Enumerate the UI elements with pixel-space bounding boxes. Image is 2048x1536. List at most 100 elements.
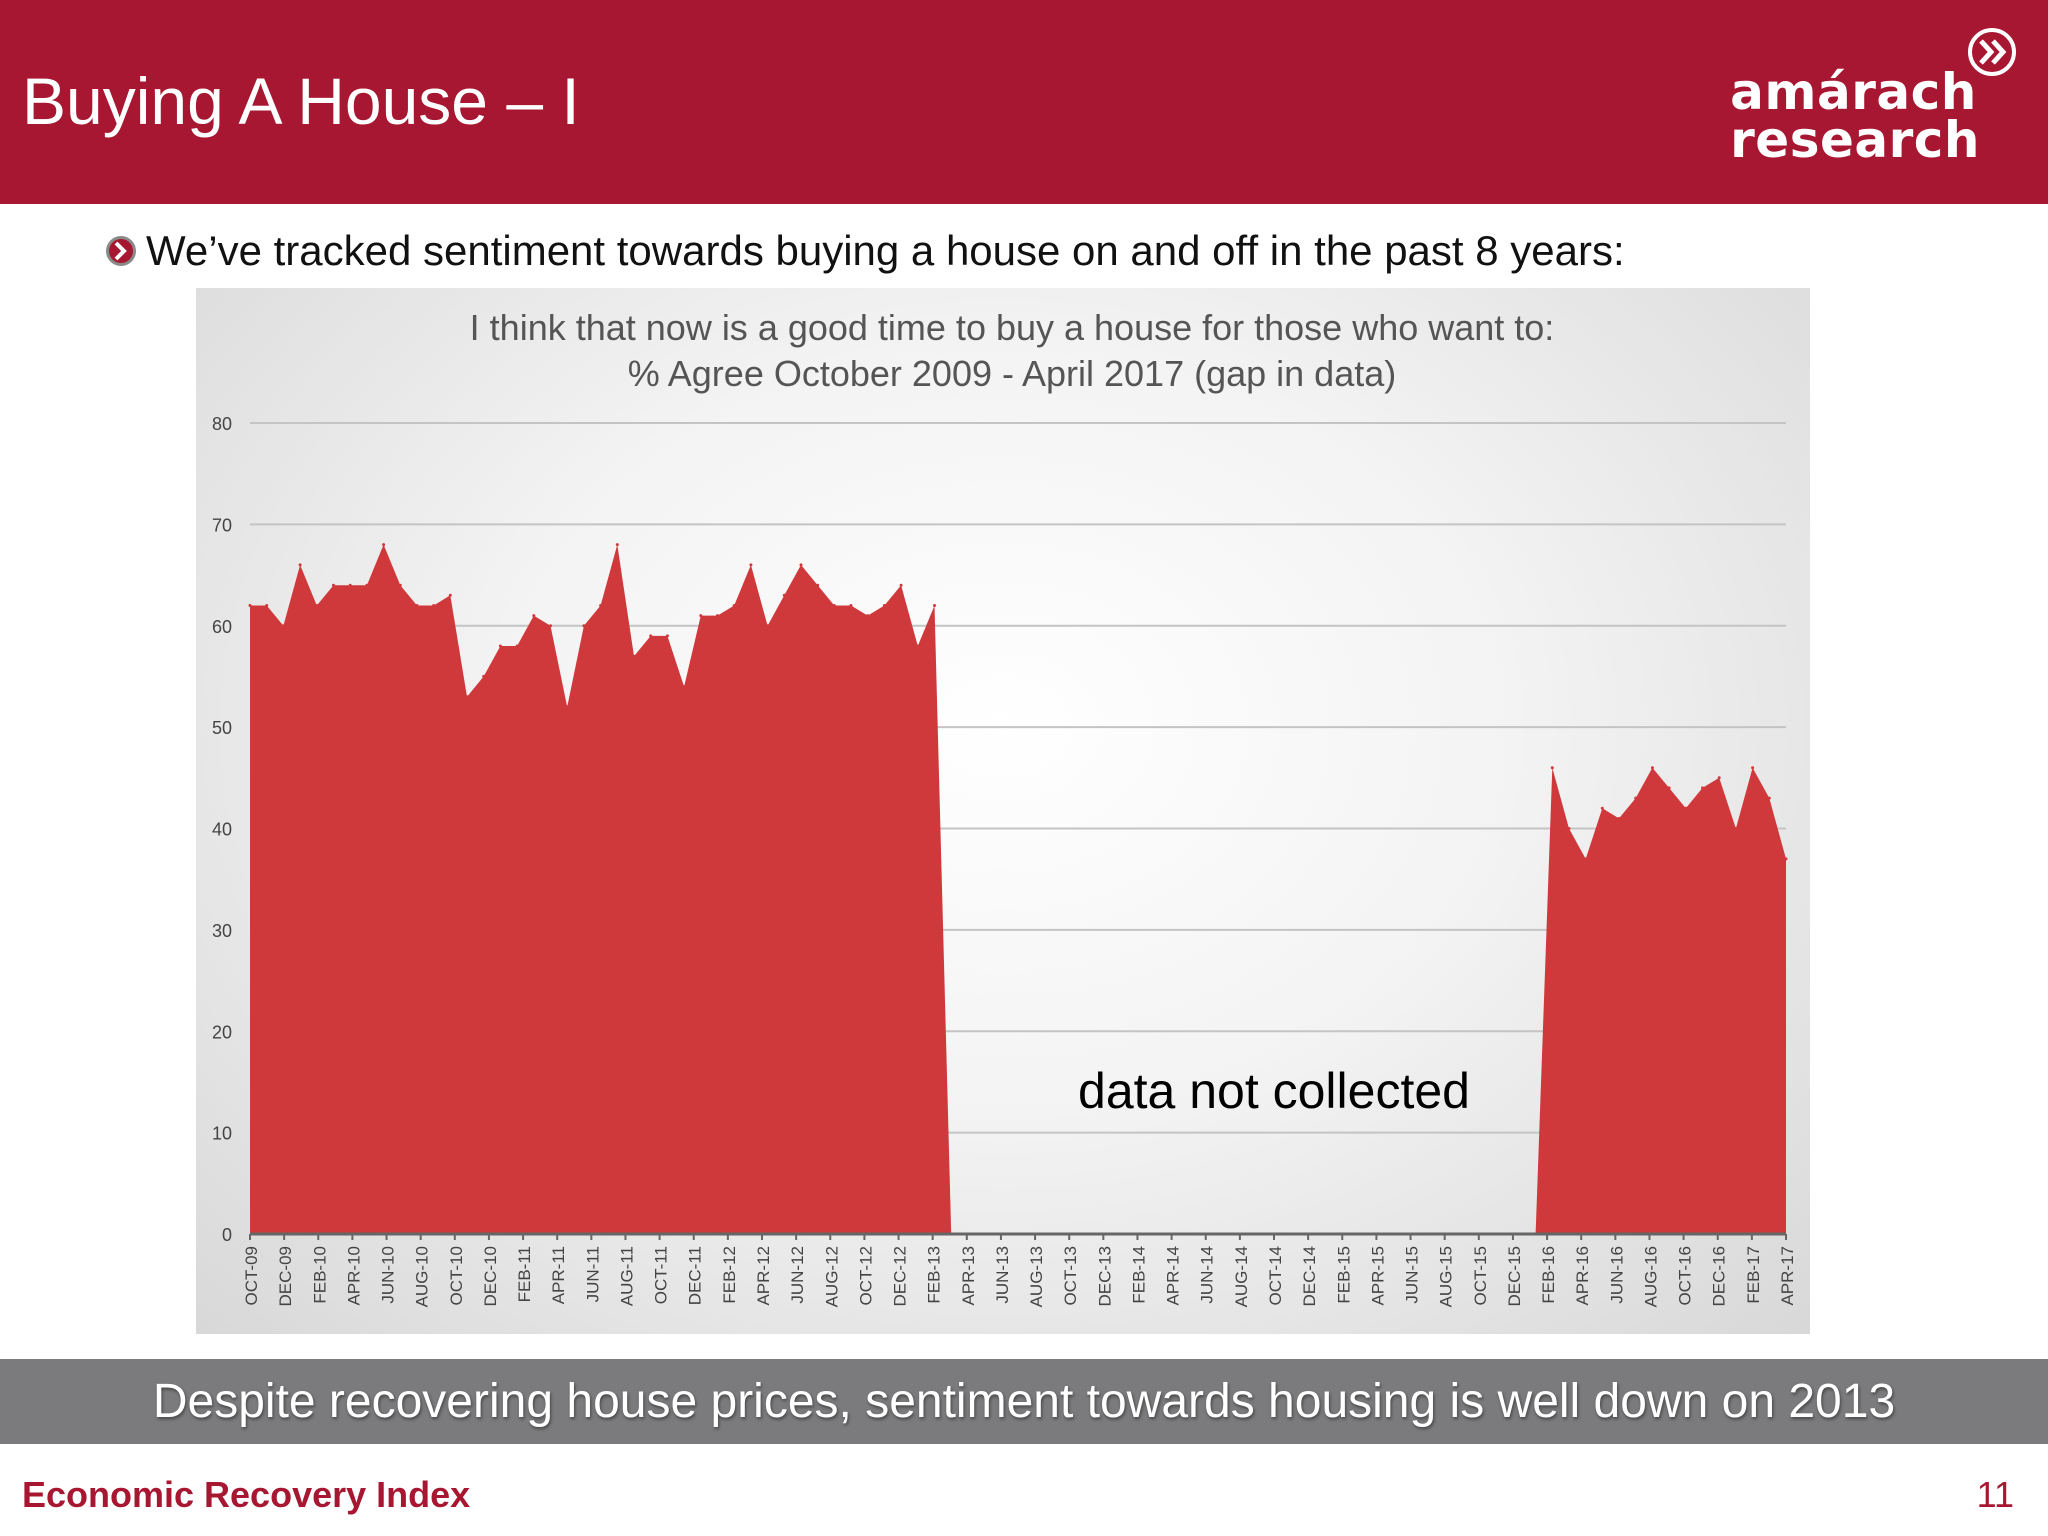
x-tick-label: AUG-11 bbox=[617, 1246, 636, 1306]
footer-title: Economic Recovery Index bbox=[22, 1474, 471, 1515]
data-point bbox=[1701, 786, 1704, 790]
data-point bbox=[248, 604, 252, 607]
data-point bbox=[1767, 796, 1771, 800]
intro-text: We’ve tracked sentiment towards buying a… bbox=[146, 227, 1625, 274]
x-tick-label: FEB-11 bbox=[515, 1246, 534, 1302]
data-point bbox=[933, 604, 936, 607]
data-point bbox=[799, 563, 803, 567]
data-point bbox=[665, 634, 669, 638]
data-point bbox=[398, 583, 402, 587]
data-point bbox=[866, 614, 870, 618]
x-tick-label: OCT-13 bbox=[1061, 1246, 1080, 1306]
conclusion-text: Despite recovering house prices, sentime… bbox=[152, 1375, 1896, 1428]
data-point bbox=[1784, 857, 1788, 861]
page-number: 11 bbox=[1976, 1474, 2014, 1515]
area-chart: 0 10 20 30 40 50 60 70 80 OCT-09 DEC-09 FEB-10 APR-1… bbox=[212, 307, 1797, 1307]
data-point bbox=[1634, 796, 1638, 800]
data-point bbox=[849, 604, 853, 607]
data-point bbox=[632, 654, 636, 658]
x-tick-label: DEC-13 bbox=[1095, 1246, 1114, 1306]
x-tick-label: JUN-13 bbox=[993, 1246, 1012, 1304]
header-bar: Buying A House – I amárach research bbox=[0, 0, 2048, 204]
data-point bbox=[1567, 827, 1571, 830]
data-point bbox=[716, 614, 719, 618]
y-tick-label: 10 bbox=[212, 1124, 232, 1144]
x-tick-label: DEC-11 bbox=[686, 1246, 705, 1305]
x-tick-label: JUN-10 bbox=[379, 1246, 398, 1304]
y-tick-label: 30 bbox=[212, 921, 232, 941]
data-point bbox=[882, 604, 886, 607]
data-point bbox=[582, 624, 586, 628]
x-tick-label: FEB-12 bbox=[720, 1246, 739, 1304]
data-point bbox=[615, 543, 619, 547]
data-point bbox=[1684, 806, 1688, 810]
data-point bbox=[1734, 827, 1738, 830]
data-point bbox=[348, 583, 352, 587]
x-tick-label: OCT-15 bbox=[1471, 1246, 1490, 1306]
x-tick-label: DEC-10 bbox=[481, 1246, 500, 1306]
x-tick-label: JUN-16 bbox=[1607, 1246, 1626, 1304]
data-point bbox=[749, 563, 753, 567]
x-tick-label: AUG-14 bbox=[1232, 1246, 1251, 1307]
chart-panel: 0 10 20 30 40 50 60 70 80 OCT-09 DEC-09 FEB-10 APR-1… bbox=[196, 288, 1810, 1334]
conclusion-banner: Despite recovering house prices, sentime… bbox=[0, 1359, 2048, 1444]
x-tick-label: FEB-16 bbox=[1539, 1246, 1558, 1304]
x-tick-label: AUG-10 bbox=[413, 1246, 432, 1307]
chevron-bullet-icon bbox=[106, 236, 136, 266]
x-tick-label: OCT-12 bbox=[856, 1246, 875, 1306]
data-point bbox=[532, 614, 536, 618]
data-point bbox=[732, 604, 736, 607]
data-point bbox=[649, 634, 653, 638]
slide-title: Buying A House – I bbox=[22, 64, 580, 138]
x-tick-label: FEB-15 bbox=[1334, 1246, 1353, 1304]
chart-title-line-1: I think that now is a good time to buy a… bbox=[470, 307, 1555, 348]
double-chevron-circle-icon bbox=[1968, 28, 2016, 76]
data-point bbox=[565, 705, 569, 709]
x-tick-label: DEC-09 bbox=[276, 1246, 295, 1306]
x-tick-label: FEB-14 bbox=[1129, 1246, 1148, 1304]
data-point bbox=[382, 543, 386, 547]
x-tick-label: APR-17 bbox=[1778, 1246, 1797, 1306]
logo-line-2: research bbox=[1730, 111, 1980, 169]
x-tick-label: AUG-15 bbox=[1437, 1246, 1456, 1307]
x-tick-label: APR-15 bbox=[1368, 1246, 1387, 1306]
data-point bbox=[515, 644, 519, 648]
data-point bbox=[315, 604, 319, 607]
x-tick-label: JUN-14 bbox=[1198, 1246, 1217, 1304]
x-tick-label: DEC-16 bbox=[1710, 1246, 1729, 1306]
data-point bbox=[465, 695, 469, 699]
amarach-research-logo: amárach research bbox=[1698, 26, 2018, 176]
intro-bullet: We’ve tracked sentiment towards buying a… bbox=[104, 226, 1625, 276]
x-tick-label: FEB-17 bbox=[1744, 1246, 1763, 1304]
data-point bbox=[1667, 786, 1671, 790]
x-tick-label: APR-16 bbox=[1573, 1246, 1592, 1306]
x-tick-label: DEC-15 bbox=[1505, 1246, 1524, 1306]
data-point bbox=[482, 674, 486, 678]
x-tick-label: AUG-13 bbox=[1027, 1246, 1046, 1307]
data-point bbox=[281, 624, 285, 628]
data-gap-annotation: data not collected bbox=[1078, 1063, 1470, 1119]
data-point bbox=[1550, 766, 1554, 770]
data-point bbox=[1600, 806, 1604, 810]
y-tick-label: 20 bbox=[212, 1022, 232, 1042]
data-point bbox=[498, 644, 502, 648]
x-tick-label: AUG-16 bbox=[1641, 1246, 1660, 1307]
y-tick-label: 40 bbox=[212, 820, 232, 840]
x-tick-label: APR-12 bbox=[754, 1246, 773, 1306]
x-tick-label: JUN-15 bbox=[1403, 1246, 1422, 1304]
data-point bbox=[298, 563, 302, 567]
chart-title-line-2: % Agree October 2009 - April 2017 (gap i… bbox=[628, 353, 1396, 394]
y-tick-label: 50 bbox=[212, 718, 232, 738]
data-point bbox=[448, 593, 452, 597]
data-point bbox=[1717, 776, 1721, 780]
data-point bbox=[432, 604, 436, 607]
x-tick-label: JUN-12 bbox=[788, 1246, 807, 1304]
data-point bbox=[415, 604, 419, 607]
data-point bbox=[265, 604, 269, 607]
x-tick-label: AUG-12 bbox=[822, 1246, 841, 1307]
x-tick-label: APR-10 bbox=[344, 1246, 363, 1306]
x-tick-label: FEB-13 bbox=[925, 1246, 944, 1304]
y-tick-label: 70 bbox=[212, 515, 232, 535]
x-tick-label: OCT-16 bbox=[1676, 1246, 1695, 1306]
data-point bbox=[766, 624, 770, 628]
